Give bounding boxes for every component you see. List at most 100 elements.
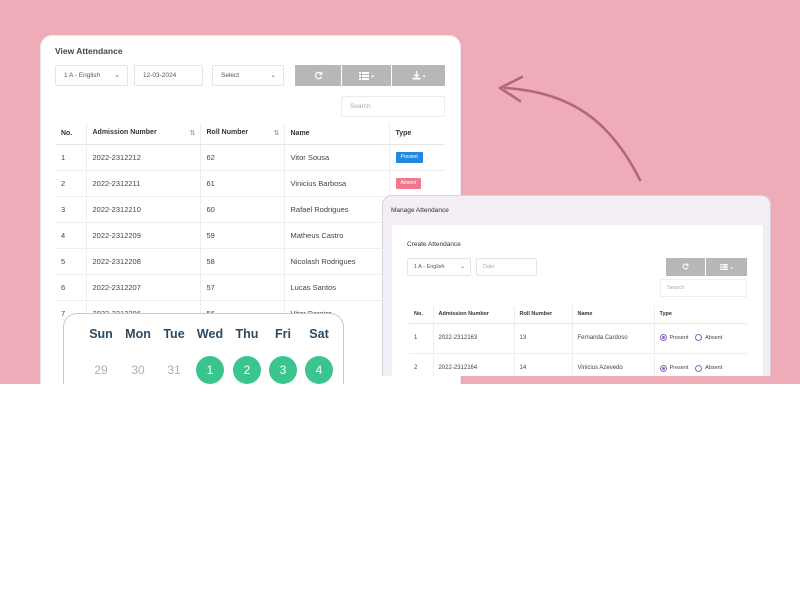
- row-roll: 13: [514, 322, 573, 353]
- row-no: 6: [55, 273, 87, 300]
- weekday-sun: Sun: [89, 327, 113, 341]
- search-input[interactable]: Search: [341, 96, 445, 117]
- download-button[interactable]: ▾: [392, 65, 445, 86]
- row-name: Vinicius Azevedo: [572, 352, 655, 376]
- manage-attendance-title: Manage Attendance: [391, 207, 449, 214]
- search-placeholder: Search: [350, 103, 371, 110]
- row-name: Rafael Rodrigues: [284, 195, 390, 222]
- row-roll: 14: [514, 352, 573, 376]
- caret-down-icon: ▾: [422, 74, 426, 80]
- col-name[interactable]: Name: [284, 123, 390, 145]
- calendar-day[interactable]: 29: [94, 363, 108, 377]
- row-admission: 2022-2312164: [433, 352, 515, 376]
- col-type[interactable]: Type: [389, 123, 445, 145]
- calendar-day-selected[interactable]: 4: [305, 356, 333, 384]
- row-admission: 2022-2312209: [86, 221, 201, 248]
- present-radio[interactable]: [659, 334, 667, 342]
- table-row: 2 2022-2312164 14 Vinicius Azevedo Prese…: [409, 352, 747, 376]
- row-roll: 58: [200, 247, 285, 274]
- refresh-button[interactable]: [295, 65, 341, 86]
- absent-label: Absent: [705, 365, 723, 372]
- table-row[interactable]: 2 2022-2312211 61 Vinicius Barbosa Absen…: [55, 169, 445, 196]
- refresh-icon: [314, 72, 322, 80]
- table-row[interactable]: 1 2022-2312212 62 Vitor Sousa Present: [55, 143, 445, 170]
- class-select[interactable]: 1 A - English ⌄: [407, 258, 471, 276]
- absent-radio[interactable]: [695, 334, 703, 342]
- row-name: Vitor Sousa: [284, 143, 390, 170]
- columns-button[interactable]: ▾: [342, 65, 391, 86]
- absent-label: Absent: [705, 334, 723, 341]
- row-name: Fernanda Cardoso: [572, 322, 655, 353]
- row-admission: 2022-2312207: [86, 273, 201, 300]
- col-no[interactable]: No.: [55, 123, 87, 145]
- row-type: Present Absent: [654, 352, 747, 376]
- table-row[interactable]: 5 2022-2312208 58 Nicolash Rodrigues: [55, 247, 445, 274]
- row-admission: 2022-2312208: [86, 247, 201, 274]
- curved-arrow-icon: [498, 75, 642, 182]
- refresh-button[interactable]: [666, 258, 705, 276]
- list-icon: [359, 71, 370, 80]
- row-no: 2: [409, 352, 434, 376]
- sort-icon: ⇅: [273, 130, 280, 138]
- date-field[interactable]: 12-03-2024: [134, 65, 203, 86]
- list-icon: [720, 263, 729, 270]
- calendar-day[interactable]: 30: [131, 363, 145, 377]
- row-roll: 57: [200, 273, 285, 300]
- columns-button[interactable]: ▾: [706, 258, 747, 276]
- sort-icon: ⇅: [189, 130, 196, 138]
- date-input[interactable]: Date: [476, 258, 537, 276]
- row-name: Matheus Castro: [284, 221, 390, 248]
- row-type: Absent: [389, 169, 445, 196]
- calendar-day-selected[interactable]: 3: [269, 356, 297, 384]
- weekday-tue: Tue: [163, 327, 185, 341]
- filter-select[interactable]: Select ⌄: [212, 65, 284, 86]
- present-radio[interactable]: [659, 364, 667, 372]
- search-input[interactable]: Search: [660, 279, 747, 297]
- table-row[interactable]: 3 2022-2312210 60 Rafael Rodrigues: [55, 195, 445, 222]
- row-name: Nicolash Rodrigues: [284, 247, 390, 274]
- calendar-day[interactable]: 31: [167, 363, 181, 377]
- present-label: Present: [669, 334, 689, 341]
- class-select-value: 1 A - English: [64, 72, 101, 79]
- table-header-row: No. Admission Number Roll Number Name Ty…: [409, 305, 747, 324]
- col-roll-number[interactable]: Roll Number ⇅: [200, 123, 285, 145]
- col-roll-number[interactable]: Roll Number: [514, 305, 573, 324]
- date-value: 12-03-2024: [143, 72, 177, 79]
- col-type[interactable]: Type: [654, 305, 747, 324]
- row-name: Lucas Santos: [284, 273, 390, 300]
- row-admission: 2022-2312210: [86, 195, 201, 222]
- date-placeholder: Date: [483, 264, 495, 270]
- col-name[interactable]: Name: [572, 305, 655, 324]
- calendar-day-selected[interactable]: 2: [233, 356, 261, 384]
- col-admission-number[interactable]: Admission Number: [433, 305, 515, 324]
- create-attendance-title: Create Attendance: [407, 241, 461, 248]
- weekday-mon: Mon: [125, 327, 151, 341]
- manage-attendance-card: Manage Attendance Create Attendance 1 A …: [382, 195, 771, 376]
- weekday-sat: Sat: [309, 327, 329, 341]
- table-row: 1 2022-2312163 13 Fernanda Cardoso Prese…: [409, 322, 747, 353]
- present-badge: Present: [395, 152, 423, 163]
- row-admission: 2022-2312212: [86, 143, 201, 170]
- row-admission: 2022-2312163: [433, 322, 515, 353]
- chevron-down-icon: ⌄: [459, 264, 465, 270]
- caret-down-icon: ▾: [371, 74, 374, 80]
- weekday-thu: Thu: [235, 327, 259, 341]
- absent-badge: Absent: [395, 178, 422, 189]
- col-admission-number[interactable]: Admission Number ⇅: [86, 123, 201, 145]
- row-no: 3: [55, 195, 87, 222]
- row-admission: 2022-2312211: [86, 169, 201, 196]
- absent-radio[interactable]: [695, 364, 703, 372]
- caret-down-icon: ▾: [730, 265, 733, 270]
- class-select[interactable]: 1 A - English ⌄: [55, 65, 128, 86]
- row-type: Present Absent: [654, 322, 747, 353]
- chevron-down-icon: ⌄: [270, 72, 276, 79]
- row-roll: 62: [200, 143, 285, 170]
- calendar-day-selected[interactable]: 1: [196, 356, 224, 384]
- search-placeholder: Search: [667, 285, 685, 291]
- row-roll: 59: [200, 221, 285, 248]
- row-no: 4: [55, 221, 87, 248]
- col-no[interactable]: No.: [409, 305, 434, 324]
- table-header-row: No. Admission Number ⇅ Roll Number ⇅ Name …: [55, 123, 445, 145]
- download-icon: [412, 71, 421, 80]
- table-row[interactable]: 4 2022-2312209 59 Matheus Castro: [55, 221, 445, 248]
